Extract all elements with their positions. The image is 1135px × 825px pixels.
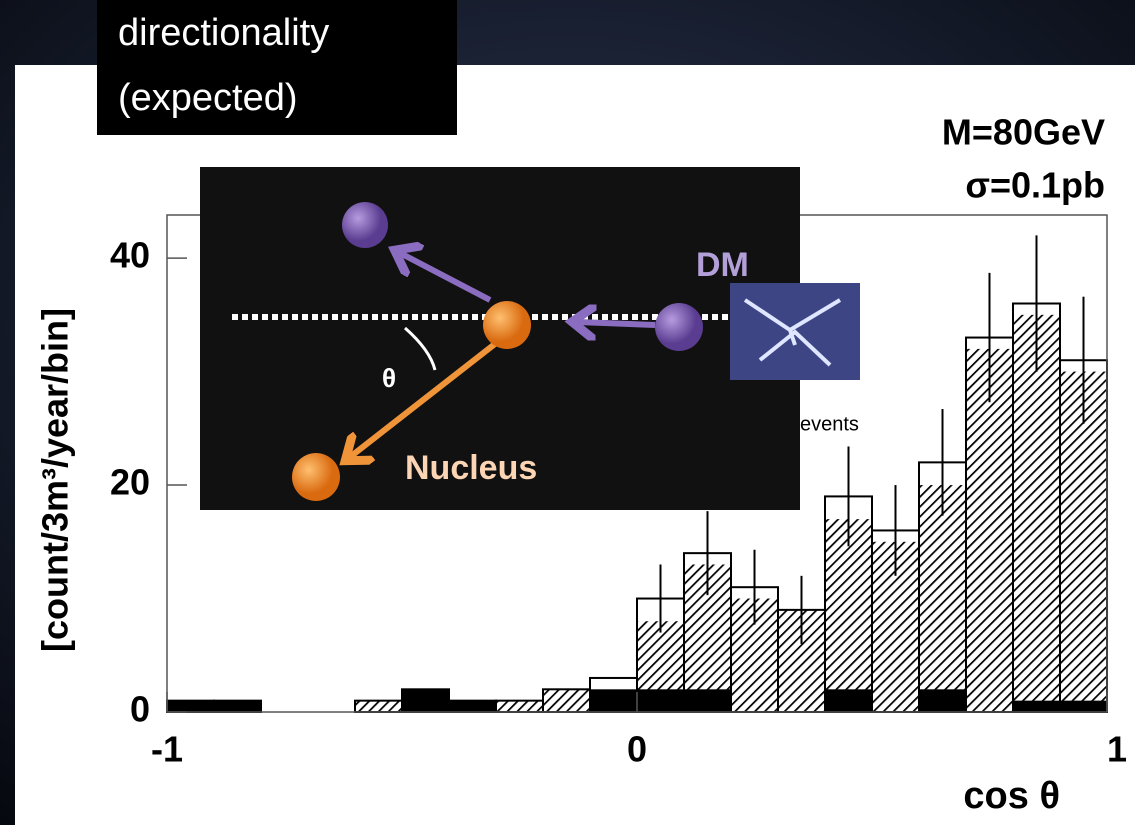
y-tick-label: 20 (110, 462, 150, 503)
bar (402, 689, 449, 712)
label-line: (expected) (118, 77, 298, 119)
bar (637, 689, 684, 712)
nucleus-label: Nucleus (405, 449, 537, 487)
y-tick-label: 40 (110, 235, 150, 276)
x-tick-label: 0 (627, 729, 647, 770)
angle-label: θ (382, 363, 396, 393)
x-tick-label: 1 (1107, 729, 1127, 770)
bar (590, 689, 637, 712)
legend-fragment: events (800, 413, 859, 435)
bar (355, 701, 402, 712)
y-tick-label: 0 (130, 689, 150, 730)
bar (684, 689, 731, 712)
nucleus-particle (292, 453, 340, 501)
nucleus-particle (483, 301, 531, 349)
y-axis-label: [count/3m³/year/bin] (35, 308, 76, 652)
label-line: directionality (118, 12, 329, 54)
slide: directionality (expected) M=80GeV σ=0.1p… (0, 0, 1135, 825)
bar (919, 689, 966, 712)
param: σ=0.1pb (965, 165, 1105, 206)
bar (966, 349, 1013, 712)
bar (167, 701, 214, 712)
bar (1060, 701, 1107, 712)
bar (825, 519, 872, 712)
bar (496, 701, 543, 712)
bar (825, 689, 872, 712)
bar (214, 701, 261, 712)
x-tick-label: -1 (151, 729, 183, 770)
bar (1013, 315, 1060, 712)
bar (919, 485, 966, 712)
bar (543, 689, 590, 712)
dm-particle (655, 303, 703, 351)
bar (449, 701, 496, 712)
param: M=80GeV (942, 112, 1105, 153)
dm-particle (342, 202, 388, 248)
dm-label: DM (696, 246, 749, 284)
x-axis-label: cos θ (963, 775, 1060, 817)
arrow (578, 322, 655, 325)
bar (1013, 701, 1060, 712)
inset: θ DM Nucleus (200, 167, 860, 510)
